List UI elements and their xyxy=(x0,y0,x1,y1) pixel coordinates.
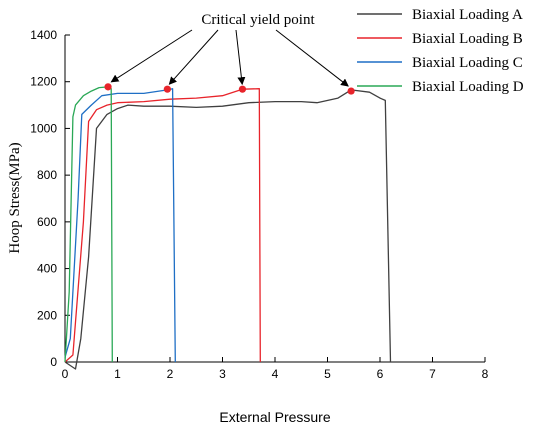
annotation: Critical yield point xyxy=(104,12,355,95)
yield-point-c xyxy=(163,85,171,93)
x-tick-label: 5 xyxy=(324,367,331,381)
annotation-arrow xyxy=(235,29,246,86)
y-tick-label: 1400 xyxy=(30,28,57,42)
legend-label-d: Biaxial Loading D xyxy=(412,79,524,95)
series-lines xyxy=(64,86,392,370)
y-tick-label: 400 xyxy=(37,262,57,276)
x-tick-label: 1 xyxy=(114,367,121,381)
x-tick-label: 3 xyxy=(219,367,226,381)
x-tick-label: 4 xyxy=(272,367,279,381)
legend-label-c: Biaxial Loading C xyxy=(412,55,523,71)
legend-label-a: Biaxial Loading A xyxy=(412,7,523,23)
annotation-arrow xyxy=(168,29,219,85)
y-axis-label: Hoop Stress(MPa) xyxy=(7,142,23,253)
y-tick-label: 1200 xyxy=(30,75,57,89)
x-tick-label: 2 xyxy=(167,367,174,381)
x-tick-label: 0 xyxy=(62,367,69,381)
x-tick-label: 7 xyxy=(429,367,436,381)
yield-point-d xyxy=(104,83,112,91)
annotation-arrow xyxy=(110,29,193,83)
y-tick-label: 200 xyxy=(37,308,57,322)
legend: Biaxial Loading A Biaxial Loading B Biaxia… xyxy=(357,7,524,95)
yield-point-a xyxy=(347,87,355,95)
x-tick-label: 8 xyxy=(482,367,489,381)
x-axis-label: External Pressure xyxy=(219,409,330,425)
y-tick-label: 1000 xyxy=(30,121,57,135)
series-line-c xyxy=(64,88,176,363)
series-line-b xyxy=(64,88,261,363)
axes: 0 1 2 3 4 5 6 7 8 0 200 400 600 800 1000 1200 1400 xyxy=(30,28,488,381)
annotation-text: Critical yield point xyxy=(201,12,315,28)
x-tick-label: 6 xyxy=(377,367,384,381)
y-tick-label: 600 xyxy=(37,215,57,229)
legend-label-b: Biaxial Loading B xyxy=(412,31,523,47)
y-tick-label: 0 xyxy=(50,355,57,369)
y-tick-label: 800 xyxy=(37,168,57,182)
series-line-a xyxy=(64,89,392,370)
annotation-arrow xyxy=(275,29,349,87)
yield-point-b xyxy=(238,85,247,93)
